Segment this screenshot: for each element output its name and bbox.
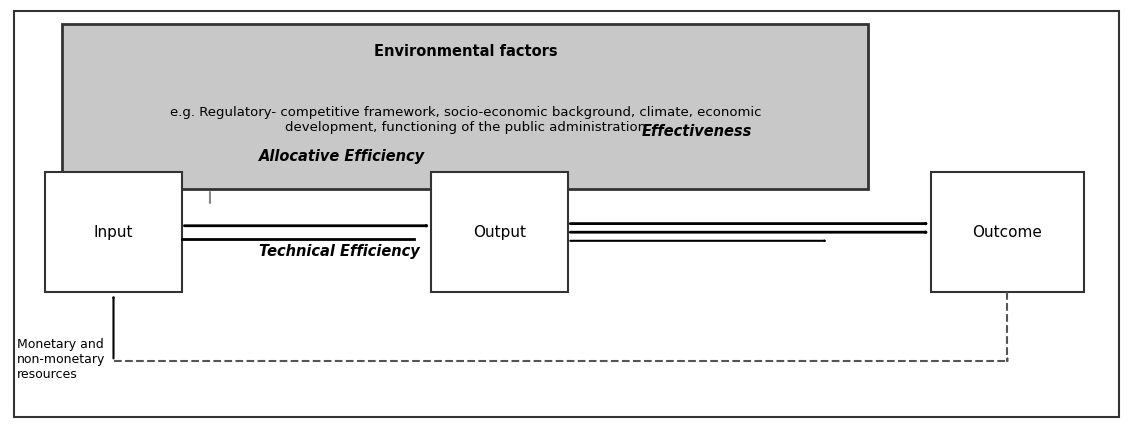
Text: Outcome: Outcome [973, 225, 1042, 240]
Text: Input: Input [94, 225, 133, 240]
Text: Output: Output [473, 225, 526, 240]
Text: Monetary and
non-monetary
resources: Monetary and non-monetary resources [17, 338, 106, 381]
Text: Effectiveness: Effectiveness [641, 124, 751, 138]
Bar [431, 172, 568, 292]
Text: Environmental factors: Environmental factors [373, 44, 557, 59]
Text: e.g. Regulatory- competitive framework, socio-economic background, climate, econ: e.g. Regulatory- competitive framework, … [169, 106, 762, 134]
Text: Technical Efficiency: Technical Efficiency [259, 244, 420, 259]
Bar [62, 24, 868, 189]
Bar [45, 172, 182, 292]
Bar [931, 172, 1084, 292]
Text: Allocative Efficiency: Allocative Efficiency [259, 150, 424, 164]
